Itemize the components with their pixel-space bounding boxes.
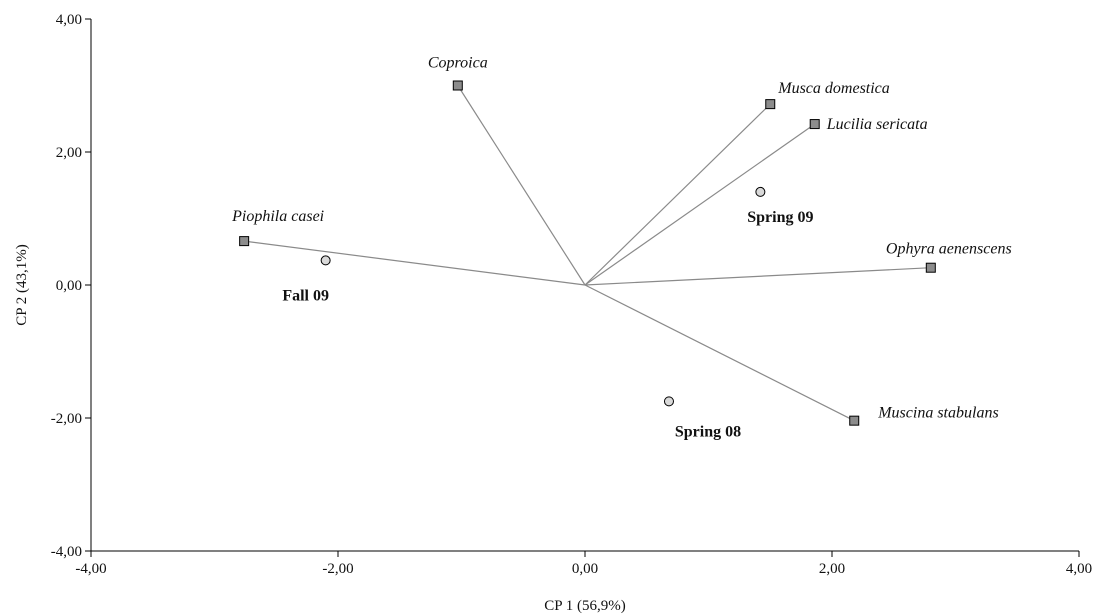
y-tick-label: -4,00 <box>51 544 82 560</box>
loading-vector-line <box>584 284 855 422</box>
species-marker <box>765 99 776 110</box>
x-tick-label: -4,00 <box>75 561 106 577</box>
species-label: Ophyra aenenscens <box>886 241 1012 258</box>
species-marker <box>452 80 463 91</box>
loading-vector-line <box>584 123 816 286</box>
season-point <box>320 255 331 266</box>
species-marker <box>809 119 820 130</box>
species-marker <box>925 262 936 273</box>
x-tick-label: -2,00 <box>322 561 353 577</box>
y-tick-label: 4,00 <box>56 12 82 28</box>
species-label: Piophila casei <box>231 208 324 225</box>
y-tick-label: -2,00 <box>51 411 82 427</box>
x-tick-label: 0,00 <box>572 561 598 577</box>
species-label: Lucilia sericata <box>826 116 928 133</box>
species-label: Muscina stabulans <box>877 405 998 422</box>
species-marker <box>239 236 250 247</box>
loading-vector-line <box>244 240 586 286</box>
species-label: Coproica <box>428 55 488 72</box>
loading-vector-line <box>584 267 931 286</box>
species-marker <box>849 415 860 426</box>
x-tick-label: 4,00 <box>1066 561 1092 577</box>
season-points: Spring 09 Fall 09 Spring 08 <box>282 186 813 440</box>
season-point <box>755 186 766 197</box>
loading-vector-line <box>457 85 586 286</box>
season-label: Spring 08 <box>675 423 741 440</box>
y-axis-title: CP 2 (43,1%) <box>14 244 30 326</box>
season-label: Fall 09 <box>282 287 329 304</box>
x-axis-title: CP 1 (56,9%) <box>544 598 626 614</box>
axes: -4,00 -2,00 0,00 2,00 4,00 -4,00 -2,00 0,00 2,00… <box>51 12 1092 577</box>
y-tick-label: 2,00 <box>56 145 82 161</box>
x-tick-label: 2,00 <box>819 561 845 577</box>
loading-vectors: Coproica Musca domestica Lucilia sericata P… <box>231 55 1012 426</box>
loading-vector-line <box>584 103 771 286</box>
y-tick-label: 0,00 <box>56 278 82 294</box>
season-label: Spring 09 <box>747 209 813 226</box>
season-point <box>663 396 674 407</box>
species-label: Musca domestica <box>777 80 890 97</box>
